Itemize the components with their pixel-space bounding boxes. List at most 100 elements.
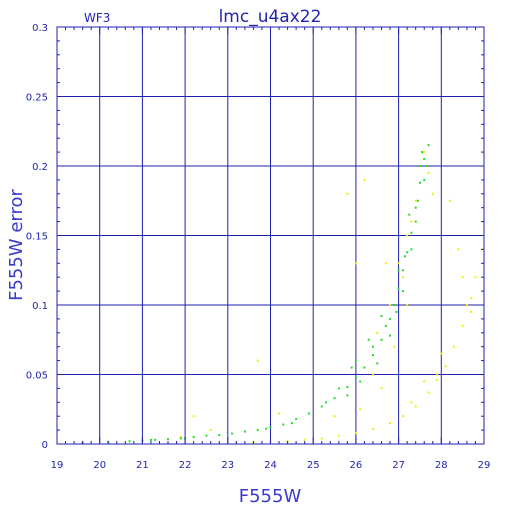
- data-point-green: [269, 426, 272, 429]
- data-point-yellow: [436, 379, 439, 382]
- data-points: [81, 144, 483, 444]
- data-point-yellow: [303, 438, 306, 441]
- data-point-yellow: [337, 434, 340, 437]
- data-point-green: [376, 362, 379, 365]
- data-point-yellow: [320, 437, 323, 440]
- data-point-yellow: [465, 304, 468, 306]
- data-point-yellow: [359, 408, 362, 411]
- data-point-green: [320, 405, 323, 408]
- x-tick-label: 27: [392, 460, 405, 471]
- y-tick-label: 0.25: [26, 93, 48, 104]
- data-point-green: [149, 438, 152, 441]
- data-point-yellow: [453, 345, 456, 348]
- data-point-yellow: [423, 380, 426, 383]
- data-point-yellow: [474, 276, 477, 279]
- data-point-green: [346, 394, 349, 397]
- data-point-green: [243, 430, 246, 433]
- data-point-green: [265, 427, 268, 430]
- data-point-yellow: [389, 304, 392, 306]
- chart-title: lmc_u4ax22: [219, 7, 322, 27]
- data-point-green: [256, 429, 259, 432]
- data-point-yellow: [371, 373, 374, 376]
- data-point-green: [421, 151, 424, 154]
- data-point-green: [367, 338, 370, 341]
- x-tick-label: 20: [93, 460, 106, 471]
- data-point-yellow: [427, 171, 430, 174]
- data-point-green: [425, 165, 428, 167]
- y-axis-label: F555W error: [6, 189, 27, 301]
- data-point-yellow: [363, 178, 366, 181]
- data-point-green: [410, 231, 413, 234]
- data-point-yellow: [371, 427, 374, 430]
- x-tick-label: 21: [136, 460, 149, 471]
- data-point-yellow: [414, 405, 417, 408]
- data-point-green: [423, 178, 426, 181]
- data-point-green: [346, 386, 349, 389]
- data-point-green: [179, 437, 182, 440]
- data-point-yellow: [389, 422, 392, 425]
- data-point-green: [397, 269, 400, 272]
- data-point-green: [397, 287, 400, 290]
- data-point-yellow: [406, 234, 409, 237]
- data-point-green: [414, 206, 417, 209]
- chip-tag: WF3: [84, 11, 110, 25]
- data-point-green: [384, 324, 387, 327]
- x-axis-label: F555W: [239, 486, 302, 507]
- data-point-green: [231, 432, 234, 435]
- data-point-yellow: [444, 365, 447, 368]
- data-point-yellow: [333, 415, 336, 418]
- x-tick-label: 26: [350, 460, 363, 471]
- data-point-yellow: [376, 331, 379, 334]
- data-point-green: [371, 345, 374, 348]
- data-point-green: [401, 269, 404, 272]
- data-point-yellow: [401, 276, 404, 279]
- data-point-green: [418, 165, 421, 167]
- data-point-green: [416, 199, 419, 202]
- data-point-yellow: [209, 429, 212, 432]
- x-tick-label: 23: [221, 460, 234, 471]
- data-point-yellow: [406, 304, 409, 306]
- data-point-green: [371, 354, 374, 357]
- data-point-yellow: [410, 220, 413, 223]
- data-point-yellow: [431, 192, 434, 195]
- data-point-green: [350, 366, 353, 369]
- data-point-green: [295, 417, 298, 420]
- data-point-yellow: [470, 297, 473, 300]
- data-point-green: [408, 213, 411, 216]
- data-point-yellow: [354, 262, 357, 265]
- data-point-green: [282, 423, 285, 426]
- grid-lines: [57, 27, 484, 444]
- data-point-yellow: [192, 415, 195, 418]
- data-point-green: [389, 334, 392, 337]
- data-point-green: [389, 317, 392, 320]
- data-point-green: [414, 220, 417, 223]
- data-point-green: [418, 181, 421, 184]
- data-point-green: [354, 376, 357, 379]
- data-point-yellow: [427, 391, 430, 394]
- data-point-yellow: [410, 401, 413, 404]
- data-point-green: [205, 434, 208, 437]
- data-point-green: [404, 255, 407, 258]
- y-tick-label: 0.3: [32, 23, 48, 34]
- y-tick-label: 0.05: [26, 371, 48, 382]
- data-point-yellow: [423, 151, 426, 154]
- data-point-yellow: [397, 262, 400, 265]
- data-point-green: [128, 440, 131, 443]
- axis-ticks: [56, 26, 485, 445]
- data-point-green: [359, 380, 362, 383]
- data-point-green: [406, 251, 409, 254]
- data-point-green: [395, 310, 398, 313]
- data-point-yellow: [461, 324, 464, 327]
- data-point-green: [380, 315, 383, 318]
- x-tick-label: 19: [51, 460, 64, 471]
- data-point-green: [380, 338, 383, 341]
- data-point-yellow: [440, 352, 443, 355]
- y-tick-label: 0.15: [26, 232, 48, 243]
- y-tick-label: 0.2: [32, 162, 48, 173]
- data-point-green: [192, 436, 195, 439]
- data-point-green: [337, 387, 340, 390]
- data-point-green: [401, 290, 404, 293]
- data-point-yellow: [461, 276, 464, 279]
